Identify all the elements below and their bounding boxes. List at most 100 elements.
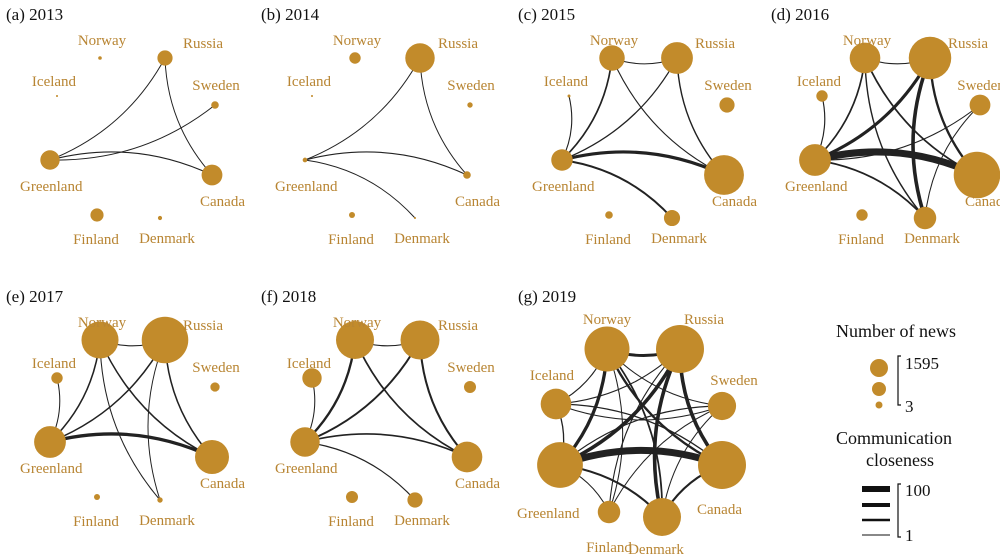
node-greenland (799, 144, 831, 176)
legend-closeness-bracket (897, 483, 901, 538)
node-label-canada: Canada (455, 476, 500, 492)
edge-greenland-canada (304, 151, 468, 176)
node-iceland (51, 372, 63, 384)
node-label-iceland: Iceland (287, 356, 332, 372)
node-sweden (467, 102, 473, 108)
node-canada (201, 164, 223, 186)
legend-news-min: 3 (905, 397, 914, 416)
node-finland (856, 209, 868, 221)
node-label-denmark: Denmark (628, 542, 684, 555)
edge-greenland-denmark (561, 159, 673, 219)
node-denmark (407, 492, 423, 508)
node-label-russia: Russia (438, 36, 478, 52)
node-label-greenland: Greenland (532, 179, 595, 195)
node-iceland (310, 94, 314, 98)
panel-title: (e) 2017 (6, 287, 64, 306)
node-norway (98, 56, 102, 60)
panel-title: (b) 2014 (261, 5, 320, 24)
node-label-norway: Norway (333, 33, 382, 49)
edge-greenland-canada (560, 150, 726, 177)
node-label-finland: Finland (328, 232, 374, 248)
node-label-norway: Norway (583, 312, 632, 328)
node-label-iceland: Iceland (32, 356, 77, 372)
node-canada (704, 155, 744, 195)
node-norway (849, 42, 881, 74)
node-label-greenland: Greenland (785, 179, 848, 195)
node-canada (195, 440, 229, 474)
node-label-canada: Canada (200, 194, 245, 210)
node-russia (405, 43, 435, 73)
edge-finland-sweden (608, 405, 723, 513)
node-canada (698, 441, 746, 489)
panel-title: (c) 2015 (518, 5, 575, 24)
node-denmark (663, 209, 681, 227)
node-russia (141, 316, 189, 364)
node-label-sweden: Sweden (447, 78, 495, 94)
node-greenland (40, 150, 60, 170)
node-russia (400, 320, 440, 360)
node-finland (90, 208, 104, 222)
node-label-finland: Finland (73, 232, 119, 248)
node-label-finland: Finland (585, 232, 631, 248)
node-russia (908, 36, 952, 80)
legend-closeness-min: 1 (905, 526, 914, 545)
legend-news-max: 1595 (905, 354, 939, 373)
node-norway (81, 321, 119, 359)
node-sweden (463, 380, 477, 394)
node-norway (349, 52, 361, 64)
edge-sweden-denmark (924, 104, 981, 219)
edge-norway-denmark (864, 57, 926, 219)
node-russia (656, 325, 704, 373)
edge-greenland-russia (49, 57, 166, 161)
node-norway (584, 326, 630, 372)
node-label-sweden: Sweden (710, 373, 758, 389)
edge-norway-denmark (99, 339, 161, 501)
node-label-canada: Canada (965, 194, 1000, 210)
node-finland (605, 211, 613, 219)
node-label-denmark: Denmark (394, 513, 450, 529)
edge-greenland-sweden (49, 104, 216, 161)
edge-russia-canada (419, 57, 468, 176)
node-label-sweden: Sweden (192, 360, 240, 376)
node-label-russia: Russia (948, 36, 988, 52)
node-finland (345, 490, 359, 504)
node-label-greenland: Greenland (275, 461, 338, 477)
node-iceland (540, 388, 572, 420)
node-label-iceland: Iceland (544, 74, 589, 90)
edge-norway-canada (354, 339, 468, 458)
node-label-russia: Russia (438, 318, 478, 334)
node-label-norway: Norway (78, 315, 127, 331)
node-label-iceland: Iceland (287, 74, 332, 90)
legend: Number of news 1595 3 Communication clos… (836, 321, 956, 545)
node-label-finland: Finland (586, 540, 632, 555)
legend-closeness-max: 100 (905, 481, 931, 500)
panel-g: (g) 2019 Norway Russia Iceland Sweden Greenla… (517, 287, 758, 555)
node-sweden (707, 391, 737, 421)
panel-title: (a) 2013 (6, 5, 63, 24)
edge-greenland-sweden (814, 104, 981, 161)
node-denmark (413, 216, 417, 220)
node-greenland (302, 157, 308, 163)
edge-russia-canada (164, 57, 213, 176)
node-label-greenland: Greenland (20, 179, 83, 195)
node-label-russia: Russia (183, 36, 223, 52)
node-label-denmark: Denmark (394, 231, 450, 247)
legend-news-bracket (897, 355, 901, 406)
node-label-sweden: Sweden (957, 78, 1000, 94)
node-denmark (157, 215, 163, 221)
node-norway (599, 45, 625, 71)
panel-title: (g) 2019 (518, 287, 576, 306)
legend-news-circle-medium (872, 382, 886, 396)
node-label-norway: Norway (843, 33, 892, 49)
panel-e: (e) 2017 Norway Russia Iceland Sweden Greenla… (6, 287, 245, 530)
node-label-canada: Canada (200, 476, 245, 492)
edge-greenland-canada (304, 433, 468, 458)
node-iceland (55, 94, 59, 98)
node-label-sweden: Sweden (447, 360, 495, 376)
panels-layer: (a) 2013 Norway Russia Iceland Sweden Greenla… (6, 5, 1000, 555)
node-russia (661, 42, 693, 74)
node-label-finland: Finland (838, 232, 884, 248)
node-label-greenland: Greenland (20, 461, 83, 477)
node-label-norway: Norway (333, 315, 382, 331)
